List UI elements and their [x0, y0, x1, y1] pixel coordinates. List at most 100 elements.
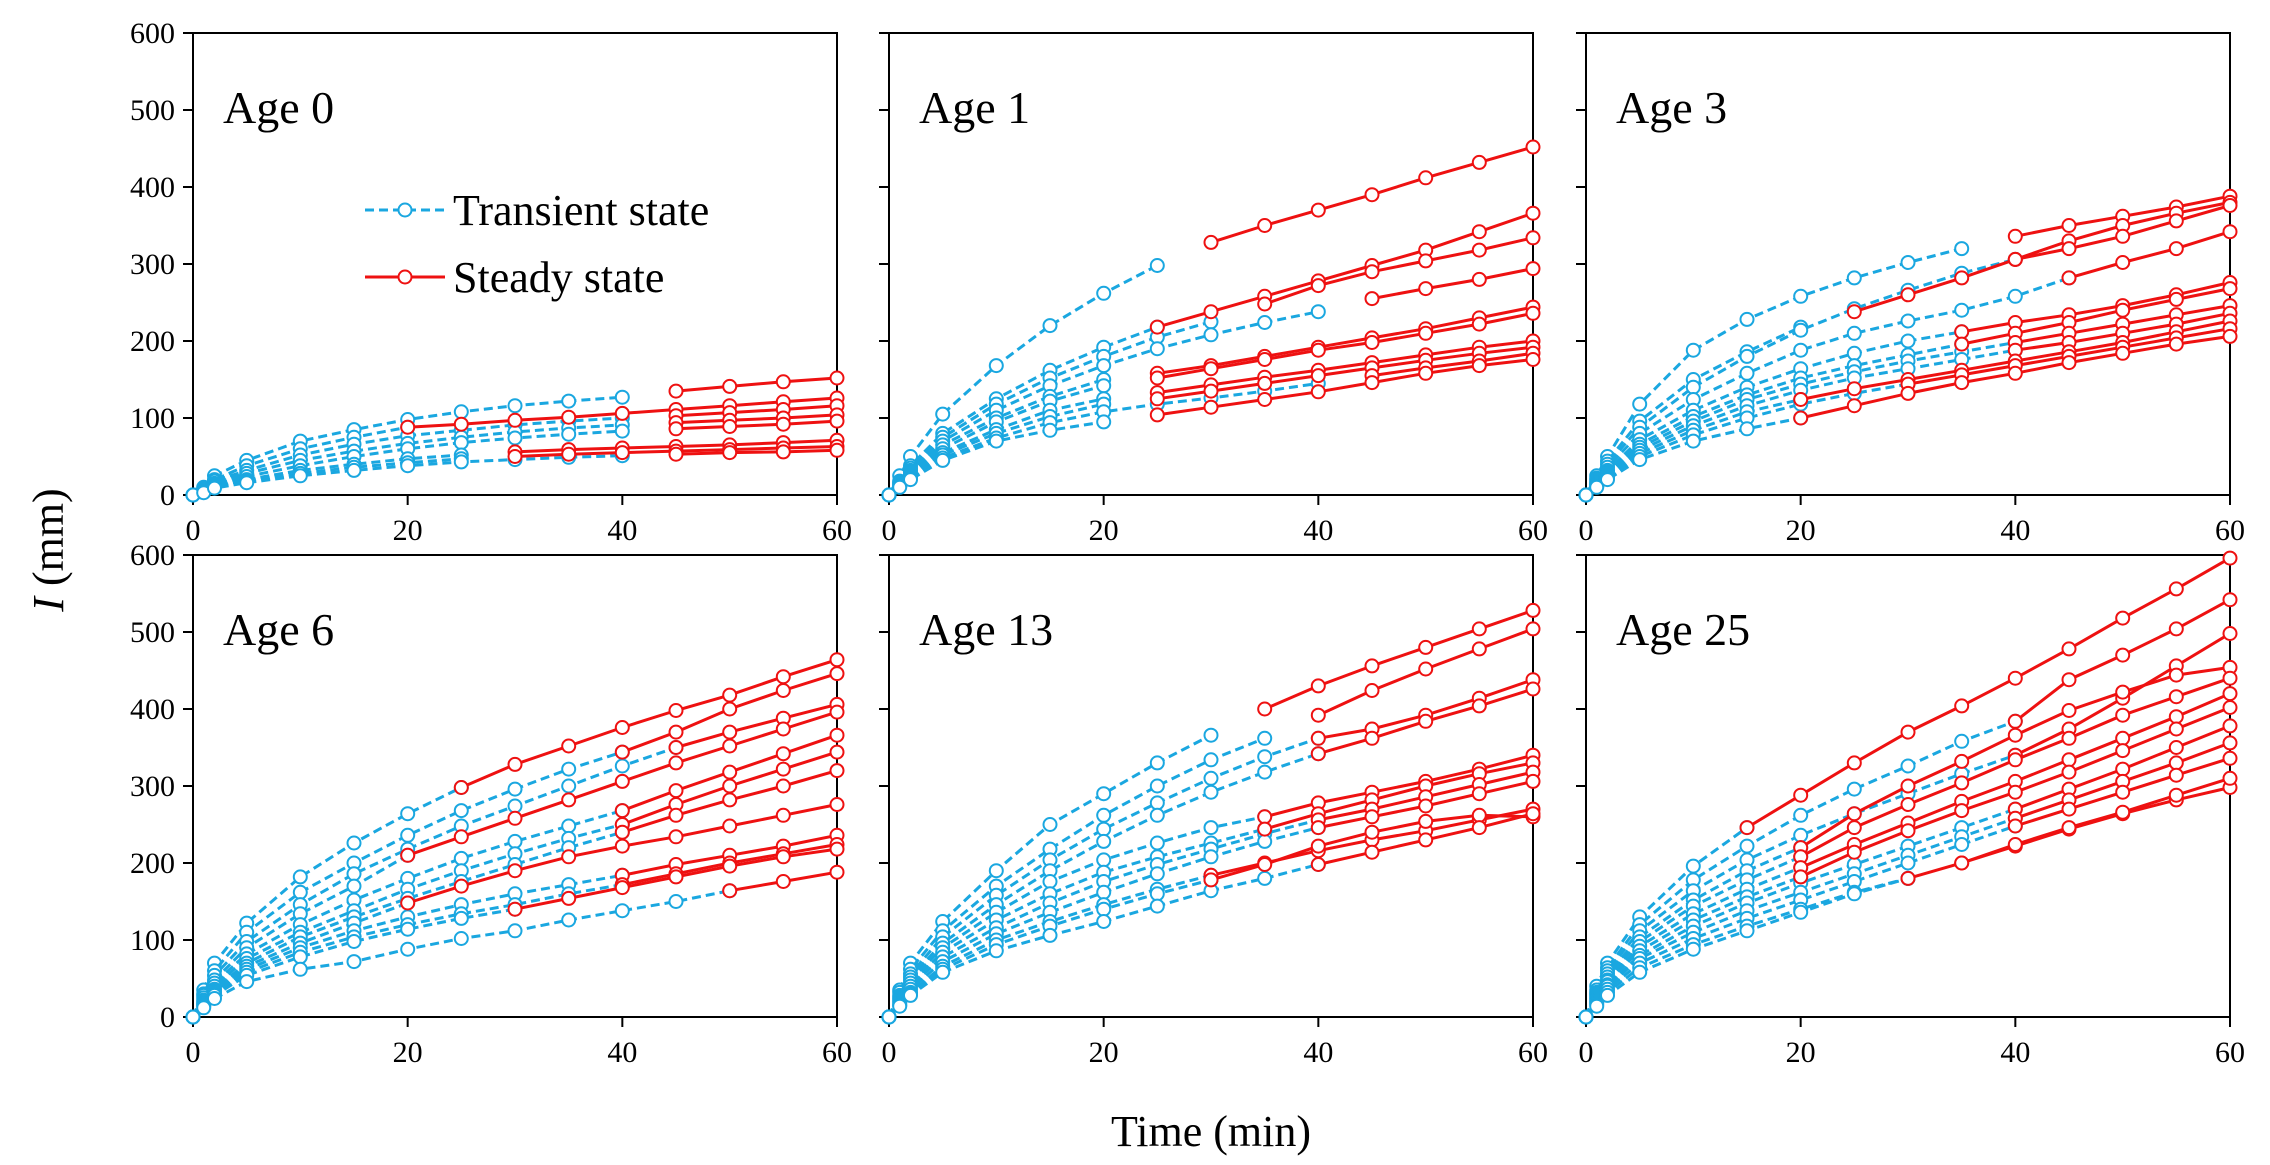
steady-marker: [1364, 658, 1380, 674]
transient-line: [887, 264, 1158, 496]
y-tick-label: 100: [130, 924, 175, 957]
steady-marker: [2061, 355, 2077, 371]
steady-marker: [614, 405, 630, 421]
steady-marker: [1364, 335, 1380, 350]
steady-marker: [668, 869, 684, 885]
steady-marker: [829, 652, 845, 668]
transient-marker: [614, 423, 630, 439]
steady-marker: [2115, 684, 2131, 700]
steady-marker: [1257, 218, 1273, 233]
steady-line: [1961, 287, 2231, 346]
x-tick-label: 20: [393, 514, 423, 547]
transient-marker: [1685, 379, 1701, 395]
transient-marker: [1900, 855, 1916, 871]
transient-line: [887, 752, 1319, 1018]
steady-marker: [1203, 383, 1219, 399]
legend: Transient state Steady state: [365, 186, 709, 302]
transient-marker: [1149, 807, 1165, 823]
steady-marker: [2007, 818, 2023, 834]
panel-label: Age 1: [919, 82, 1030, 133]
steady-marker: [775, 807, 791, 823]
steady-marker: [614, 720, 630, 735]
transient-marker: [1149, 778, 1165, 794]
transient-marker: [1846, 270, 1862, 286]
transient-marker: [561, 912, 577, 928]
transient-marker: [400, 458, 416, 474]
steady-marker: [2061, 241, 2077, 257]
transient-marker: [1954, 302, 1970, 318]
steady-marker: [2168, 336, 2184, 352]
transient-marker: [400, 941, 416, 957]
steady-marker: [722, 701, 738, 717]
steady-marker: [2007, 713, 2023, 729]
steady-marker: [829, 797, 845, 812]
curves: [1578, 188, 2238, 503]
steady-marker: [1900, 385, 1916, 401]
transient-marker: [1042, 422, 1058, 438]
panel-age-13: Age 13: [879, 554, 1541, 1027]
transient-marker: [988, 433, 1004, 449]
steady-line: [1264, 608, 1534, 711]
steady-marker: [2168, 740, 2184, 755]
transient-marker: [1600, 987, 1615, 1003]
legend-transient-label: Transient state: [453, 186, 709, 235]
transient-marker: [292, 468, 308, 484]
steady-marker: [1310, 384, 1326, 400]
transient-marker: [1954, 733, 1970, 749]
steady-marker: [507, 810, 523, 826]
steady-marker: [2168, 291, 2184, 307]
transient-marker: [453, 803, 469, 819]
steady-marker: [2222, 770, 2238, 786]
steady-marker: [1471, 698, 1487, 714]
steady-marker: [2007, 727, 2023, 743]
transient-marker: [561, 761, 577, 777]
panel-age-25: Age 25: [1576, 550, 2238, 1027]
transient-marker: [1685, 941, 1701, 957]
transient-marker: [1257, 870, 1273, 886]
steady-marker: [722, 858, 738, 874]
transient-marker: [1257, 833, 1273, 849]
steady-line: [675, 448, 838, 456]
steady-marker: [722, 792, 738, 808]
steady-marker: [1418, 832, 1434, 848]
steady-marker: [1364, 809, 1380, 825]
x-tick-label: 60: [1518, 514, 1548, 547]
steady-marker: [2222, 718, 2238, 734]
steady-marker: [829, 442, 845, 458]
x-tick-label: 60: [2215, 514, 2245, 547]
steady-marker: [668, 755, 684, 771]
transient-marker: [1096, 786, 1112, 802]
steady-marker: [1203, 872, 1219, 888]
steady-marker: [400, 419, 416, 435]
steady-marker: [2115, 345, 2131, 361]
steady-marker: [1900, 823, 1916, 839]
steady-line: [675, 404, 838, 418]
transient-marker: [1600, 472, 1615, 488]
transient-marker: [1096, 378, 1112, 394]
steady-marker: [829, 841, 845, 857]
curves: [1578, 550, 2238, 1025]
steady-marker: [1900, 724, 1916, 740]
steady-marker: [1954, 698, 1970, 714]
steady-marker: [2222, 670, 2238, 686]
steady-line: [1371, 267, 1534, 301]
transient-marker: [1632, 452, 1648, 468]
steady-marker: [2168, 667, 2184, 683]
steady-marker: [2168, 689, 2184, 705]
transient-marker: [453, 404, 469, 420]
transient-marker: [1632, 964, 1648, 980]
steady-marker: [1257, 296, 1273, 312]
steady-marker: [722, 687, 738, 703]
transient-marker: [507, 430, 523, 446]
transient-marker: [1900, 255, 1916, 270]
transient-marker: [1739, 311, 1755, 327]
transient-marker: [1846, 345, 1862, 361]
transient-marker: [292, 869, 308, 885]
x-tick-label: 60: [1518, 1036, 1548, 1069]
steady-marker: [1257, 701, 1273, 717]
steady-marker: [668, 783, 684, 799]
steady-marker: [1525, 261, 1541, 277]
steady-marker: [614, 773, 630, 789]
x-tick-label: 60: [822, 514, 852, 547]
steady-marker: [2168, 721, 2184, 737]
